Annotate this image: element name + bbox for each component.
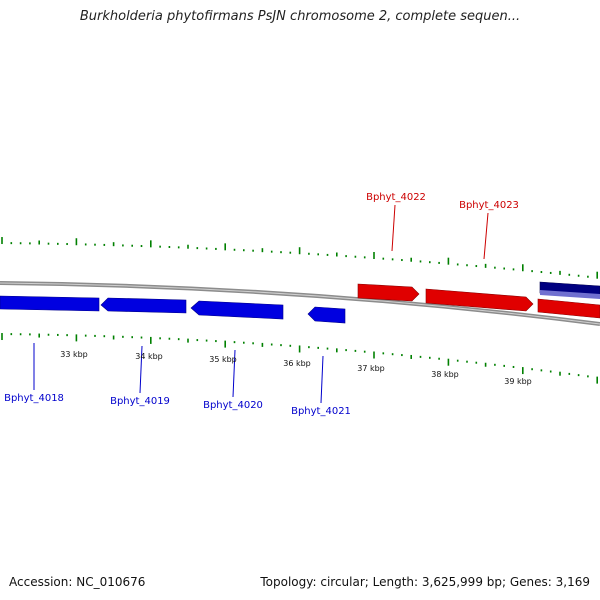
- label-leaders: [33, 204, 489, 404]
- gc-skew-ticks: [1, 237, 599, 384]
- scale-label: 37 kbp: [357, 364, 385, 373]
- gene-bphyt-4021[interactable]: [307, 306, 346, 324]
- summary-text: Topology: circular; Length: 3,625,999 bp…: [260, 575, 590, 589]
- gene-bphyt-4020[interactable]: [190, 300, 284, 320]
- label-bphyt-4021[interactable]: Bphyt_4021: [291, 406, 351, 417]
- leader-bphyt-4022: [391, 204, 396, 252]
- reverse-strand-genes: [0, 295, 346, 324]
- scale-label: 36 kbp: [283, 359, 311, 368]
- gene-bphyt-4022[interactable]: [357, 283, 420, 302]
- leader-bphyt-4020: [232, 349, 236, 398]
- leader-bphyt-4021: [320, 355, 324, 404]
- gene-light-band[interactable]: [540, 290, 600, 299]
- backbone: [0, 281, 600, 326]
- leader-bphyt-4023: [483, 212, 489, 260]
- label-bphyt-4023[interactable]: Bphyt_4023: [459, 200, 519, 211]
- forward-strand-genes: [357, 281, 600, 319]
- backbone-highlight: [0, 282, 600, 325]
- label-bphyt-4022[interactable]: Bphyt_4022: [366, 192, 426, 203]
- scale-label: 38 kbp: [431, 370, 459, 379]
- gene-next-forward[interactable]: [537, 298, 600, 319]
- label-bphyt-4018[interactable]: Bphyt_4018: [4, 393, 64, 404]
- scale-labels: 33 kbp 34 kbp 35 kbp 36 kbp 37 kbp 38 kb…: [60, 350, 532, 386]
- scale-label: 39 kbp: [504, 377, 532, 386]
- gene-labels: Bphyt_4018 Bphyt_4019 Bphyt_4020 Bphyt_4…: [4, 192, 519, 417]
- scale-label: 34 kbp: [135, 352, 163, 361]
- gene-bphyt-4019[interactable]: [100, 297, 187, 314]
- gene-bphyt-4023[interactable]: [425, 288, 534, 312]
- scale-label: 35 kbp: [209, 355, 237, 364]
- map-title: Burkholderia phytofirmans PsJN chromosom…: [79, 9, 521, 24]
- label-bphyt-4019[interactable]: Bphyt_4019: [110, 396, 170, 407]
- scale-label: 33 kbp: [60, 350, 88, 359]
- gene-bphyt-4018[interactable]: [0, 295, 100, 312]
- leader-bphyt-4019: [139, 345, 143, 394]
- label-bphyt-4020[interactable]: Bphyt_4020: [203, 400, 263, 411]
- accession-text: Accession: NC_010676: [9, 575, 146, 589]
